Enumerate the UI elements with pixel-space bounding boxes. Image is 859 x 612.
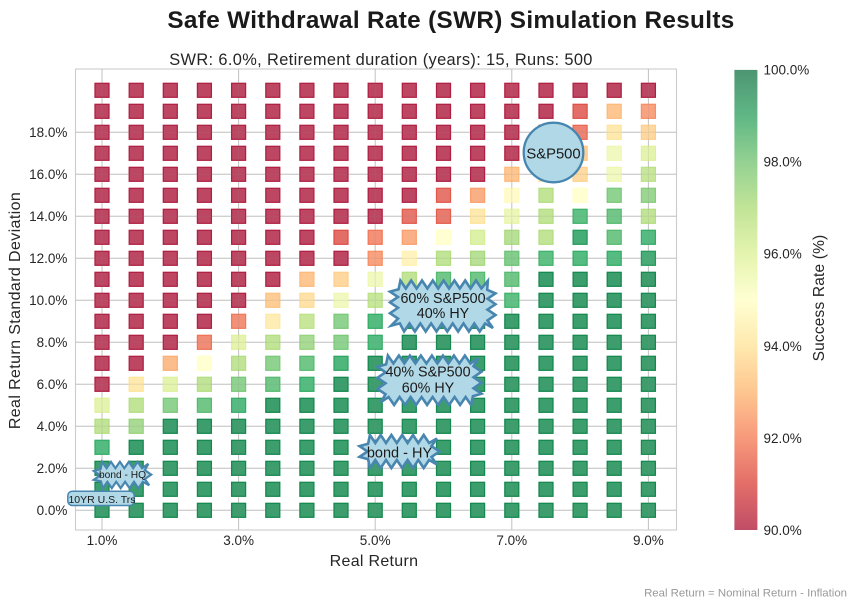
svg-text:94.0%: 94.0% — [764, 339, 802, 354]
svg-text:98.0%: 98.0% — [764, 155, 802, 170]
svg-text:10.0%: 10.0% — [29, 293, 67, 308]
svg-text:7.0%: 7.0% — [496, 533, 527, 548]
svg-text:bond - HQ: bond - HQ — [99, 470, 146, 481]
svg-text:96.0%: 96.0% — [764, 247, 802, 262]
svg-text:60% HY: 60% HY — [402, 380, 455, 396]
svg-text:10YR U.S. Trs: 10YR U.S. Trs — [68, 494, 135, 506]
svg-text:4.0%: 4.0% — [37, 419, 68, 434]
svg-text:40% HY: 40% HY — [417, 306, 470, 322]
svg-text:Success Rate (%): Success Rate (%) — [811, 235, 828, 362]
svg-text:2.0%: 2.0% — [37, 461, 68, 476]
svg-text:100.0%: 100.0% — [764, 63, 810, 78]
svg-text:6.0%: 6.0% — [37, 377, 68, 392]
svg-text:16.0%: 16.0% — [29, 167, 67, 182]
svg-text:14.0%: 14.0% — [29, 209, 67, 224]
svg-text:12.0%: 12.0% — [29, 251, 67, 266]
svg-text:8.0%: 8.0% — [37, 335, 68, 350]
svg-text:0.0%: 0.0% — [37, 503, 68, 518]
svg-text:60% S&P500: 60% S&P500 — [400, 291, 485, 307]
svg-text:Real Return Standard Deviation: Real Return Standard Deviation — [7, 192, 24, 429]
svg-text:Real Return: Real Return — [330, 553, 419, 570]
svg-text:SWR: 6.0%, Retirement duration: SWR: 6.0%, Retirement duration (years): … — [169, 51, 593, 69]
svg-text:3.0%: 3.0% — [223, 533, 254, 548]
svg-text:92.0%: 92.0% — [764, 431, 802, 446]
svg-text:bond - HY: bond - HY — [367, 446, 433, 462]
svg-text:40% S&P500: 40% S&P500 — [385, 365, 470, 381]
svg-text:Real Return = Nominal Return -: Real Return = Nominal Return - Inflation — [644, 587, 847, 599]
svg-text:9.0%: 9.0% — [633, 533, 664, 548]
svg-text:Safe Withdrawal Rate (SWR) Sim: Safe Withdrawal Rate (SWR) Simulation Re… — [167, 7, 734, 34]
svg-text:18.0%: 18.0% — [29, 125, 67, 140]
svg-text:5.0%: 5.0% — [360, 533, 391, 548]
svg-text:S&P500: S&P500 — [526, 146, 580, 162]
svg-text:1.0%: 1.0% — [87, 533, 118, 548]
svg-text:90.0%: 90.0% — [764, 523, 802, 538]
